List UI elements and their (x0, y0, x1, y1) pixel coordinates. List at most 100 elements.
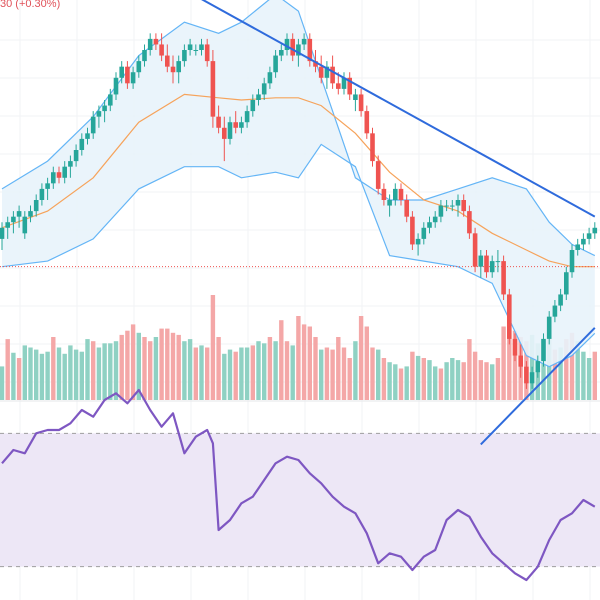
volume-bar (40, 354, 44, 400)
candle-body (365, 111, 370, 133)
candle-body (575, 244, 580, 250)
volume-bar (80, 352, 84, 400)
volume-bar (279, 320, 283, 400)
candle-body (479, 256, 484, 267)
volume-bar (222, 354, 226, 400)
volume-bar (467, 339, 471, 400)
trading-chart[interactable]: 30 (+0.30%) (0, 0, 600, 600)
candle-body (0, 228, 4, 239)
candle-body (45, 183, 50, 189)
candle-body (62, 167, 67, 178)
volume-bar (108, 343, 112, 400)
volume-bar (405, 366, 409, 400)
candle-body (23, 217, 28, 234)
candle-body (404, 200, 409, 217)
candle-body (444, 206, 449, 207)
volume-bar (205, 348, 209, 401)
candle-body (382, 189, 387, 200)
candle-body (159, 44, 164, 55)
candle-body (461, 200, 466, 211)
volume-bar (291, 345, 295, 400)
volume-bar (74, 350, 78, 400)
candle-body (507, 294, 512, 338)
candle-body (239, 122, 244, 128)
volume-bar (410, 352, 414, 400)
candle-body (142, 50, 147, 61)
candle-body (80, 139, 85, 150)
candle-body (11, 217, 16, 223)
volume-bar (376, 350, 380, 400)
volume-bar (165, 329, 169, 400)
rsi-band-fill (0, 433, 600, 566)
volume-bar (159, 329, 163, 400)
volume-bar (422, 358, 426, 400)
candle-body (302, 39, 307, 45)
candle-body (17, 211, 22, 217)
candle-body (370, 133, 375, 161)
candle-body (279, 50, 284, 56)
volume-bar (97, 348, 101, 401)
candle-body (558, 294, 563, 305)
candle-body (518, 356, 523, 367)
volume-bar (17, 358, 21, 400)
volume-bar (319, 350, 323, 400)
volume-bar (177, 335, 181, 400)
volume-bar (444, 362, 448, 400)
candle-body (205, 44, 210, 61)
volume-bar (399, 369, 403, 401)
candle-body (450, 206, 455, 207)
volume-bar (11, 353, 15, 400)
candle-body (524, 367, 529, 384)
candle-body (137, 61, 142, 72)
volume-bar (68, 345, 72, 400)
candle-body (165, 56, 170, 67)
candle-body (587, 233, 592, 239)
volume-bar (57, 348, 61, 401)
candle-body (467, 211, 472, 233)
volume-bar (256, 341, 260, 400)
volume-bar (353, 341, 357, 400)
volume-bar (462, 362, 466, 400)
candle-body (399, 189, 404, 200)
candle-body (290, 39, 295, 56)
candle-body (228, 122, 233, 139)
candle-body (40, 189, 45, 200)
candle-body (57, 172, 62, 178)
candle-body (268, 72, 273, 83)
chart-canvas[interactable] (0, 0, 600, 600)
candle-body (194, 50, 199, 51)
candle-body (273, 56, 278, 73)
volume-bar (581, 352, 585, 400)
volume-bar (23, 345, 27, 400)
volume-bar (308, 327, 312, 401)
volume-bar (370, 348, 374, 401)
candle-body (473, 233, 478, 266)
candle-body (433, 217, 438, 223)
volume-bar (0, 366, 4, 400)
volume-bar (387, 362, 391, 400)
volume-bar (262, 343, 266, 400)
candle-body (564, 272, 569, 294)
candle-body (319, 67, 324, 78)
volume-bar (216, 337, 220, 400)
candle-body (91, 117, 96, 134)
candle-body (262, 83, 267, 94)
volume-bar (51, 337, 55, 400)
volume-bar (393, 364, 397, 400)
volume-bar (348, 358, 352, 400)
candle-body (439, 206, 444, 217)
candle-body (251, 100, 256, 111)
candle-body (182, 50, 187, 61)
volume-bar (148, 341, 152, 400)
candle-body (125, 67, 130, 84)
candle-body (393, 189, 398, 200)
volume-bar (131, 324, 135, 400)
volume-bar (336, 337, 340, 400)
candle-body (593, 228, 598, 234)
volume-bar (302, 324, 306, 400)
volume-bar (593, 352, 597, 400)
volume-bar (479, 360, 483, 400)
volume-bar (120, 335, 124, 400)
candle-body (154, 39, 159, 45)
candle-body (484, 256, 489, 273)
